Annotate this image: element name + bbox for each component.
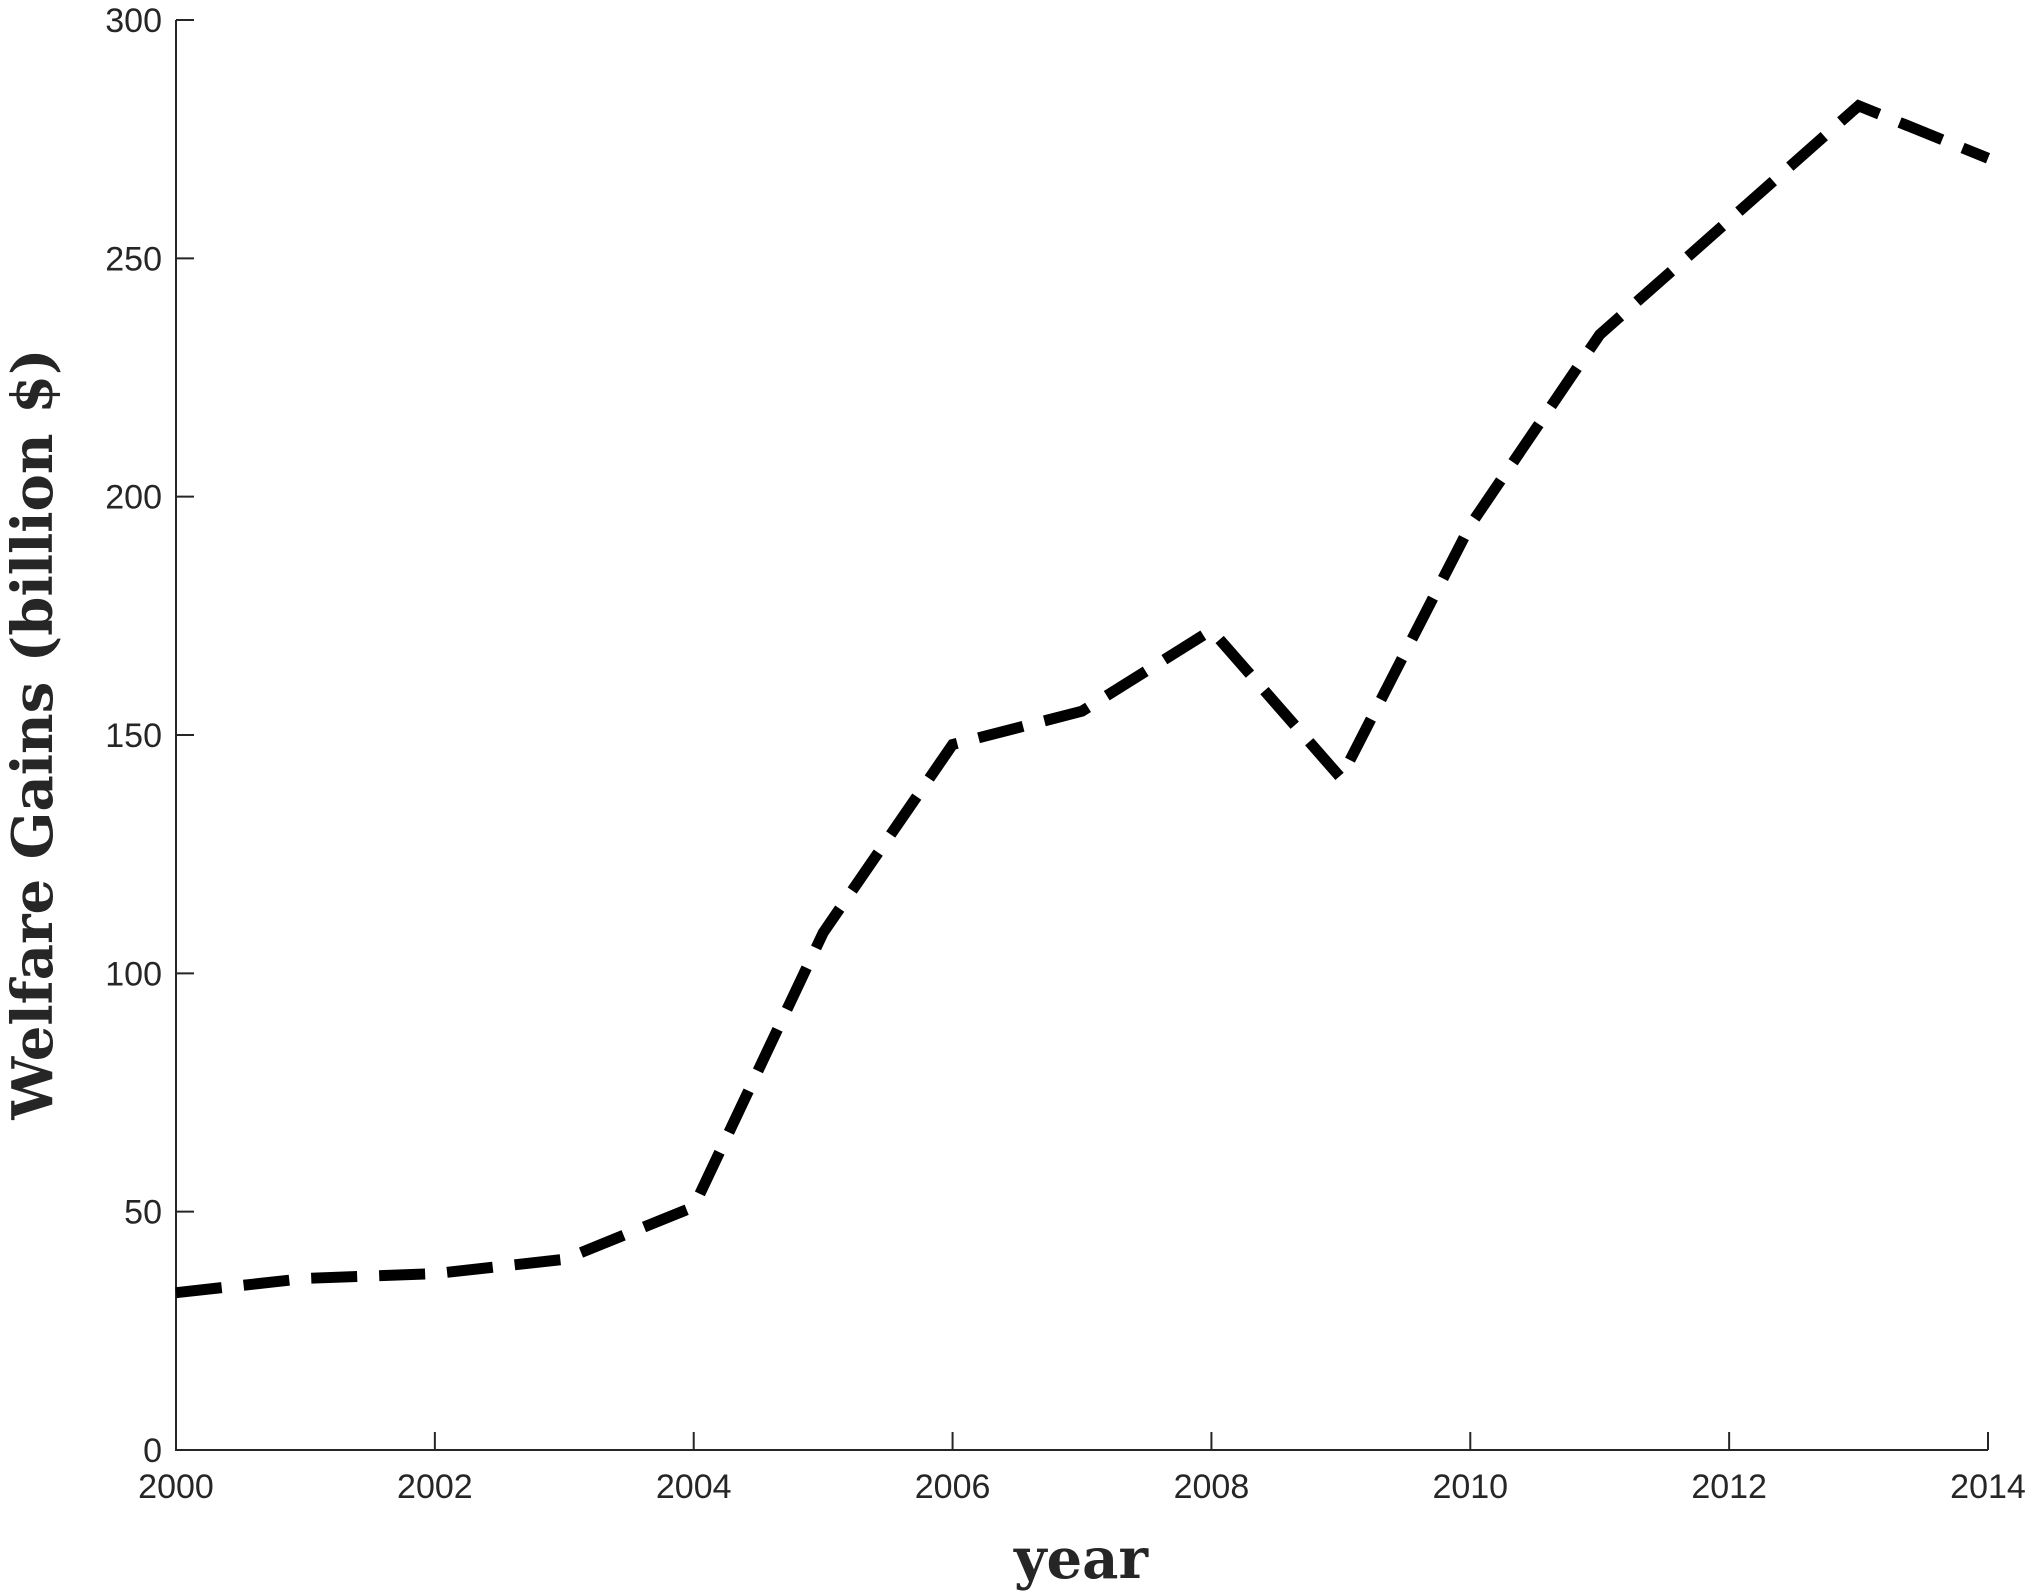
data-line xyxy=(175,99,1991,1299)
x-tick-label: 2006 xyxy=(915,1468,991,1506)
x-axis-label: year xyxy=(1013,1526,1149,1592)
x-tick-label: 2000 xyxy=(138,1468,214,1506)
y-tick-label: 250 xyxy=(105,240,162,278)
y-tick-label: 150 xyxy=(105,717,162,755)
x-tick-label: 2012 xyxy=(1691,1468,1767,1506)
x-tick-label: 2004 xyxy=(656,1468,732,1506)
x-tick-label: 2002 xyxy=(397,1468,473,1506)
x-tick-label: 2014 xyxy=(1950,1468,2026,1506)
x-tick-label: 2010 xyxy=(1432,1468,1508,1506)
y-tick-label: 100 xyxy=(105,955,162,993)
y-tick-label: 300 xyxy=(105,2,162,40)
y-tick-label: 50 xyxy=(124,1194,162,1232)
y-tick-label: 200 xyxy=(105,479,162,517)
y-axis-label: Welfare Gains (billion $) xyxy=(0,348,66,1120)
y-tick-label: 0 xyxy=(143,1432,162,1470)
x-tick-label: 2008 xyxy=(1174,1468,1250,1506)
